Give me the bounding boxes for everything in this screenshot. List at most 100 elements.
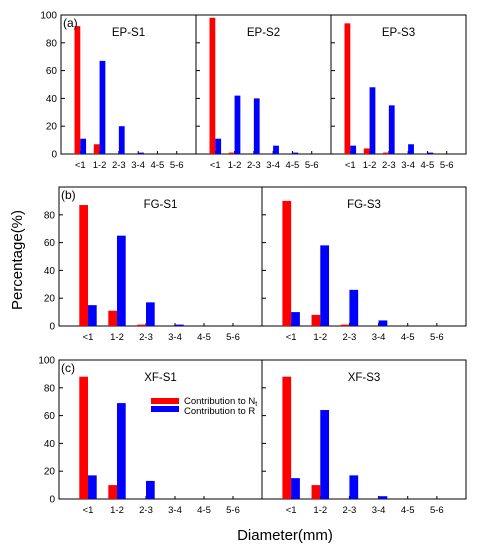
bar-nt-1-2: [108, 485, 117, 499]
row-label: (b): [61, 188, 76, 202]
x-tick-label: 1-2: [363, 160, 377, 171]
x-tick-label: 1-2: [313, 332, 327, 343]
bar-nt-1-2: [93, 144, 100, 154]
x-tick-label: 5-6: [430, 332, 444, 343]
panel-frame: [261, 186, 467, 327]
y-tick-label: 20: [44, 467, 56, 478]
panel-title: FG-S1: [144, 199, 178, 211]
x-tick-label: 3-4: [401, 160, 415, 171]
y-tick-label: 60: [44, 238, 56, 249]
bar-r-3-4: [175, 324, 184, 326]
x-tick-label: 4-5: [401, 332, 415, 343]
bar-nt-1: [79, 376, 88, 499]
panel-title: XF-S3: [348, 372, 381, 384]
y-tick-label: 20: [46, 122, 58, 133]
x-tick-label: 1-2: [93, 160, 107, 171]
x-tick-label: 1-2: [228, 160, 242, 171]
bar-r-1-2: [320, 410, 330, 499]
x-tick-label: 3-4: [266, 160, 280, 171]
legend-label-r: Contribution to R: [184, 406, 255, 417]
y-tick-label: 80: [44, 210, 56, 221]
x-tick-label: 3-4: [168, 505, 182, 516]
x-tick-label: 5-6: [170, 160, 184, 171]
bar-r-2-3: [253, 98, 260, 154]
bar-r-4-5: [292, 152, 299, 154]
y-tick-label: 40: [46, 94, 58, 105]
bar-r-1: [88, 475, 97, 499]
bar-nt-2-3: [137, 324, 146, 326]
y-tick-label: 100: [38, 356, 55, 367]
panel-title: XF-S1: [144, 372, 177, 384]
bar-nt-1: [74, 26, 81, 154]
bar-r-1: [291, 478, 300, 499]
panel-fg-s1: 0 20 40 60 80 <1 1-2 2-3 3-4 4-5 5-6 FG-S1 (b): [44, 186, 263, 343]
panel-title: FG-S3: [347, 199, 381, 211]
bar-r-2-3: [349, 475, 359, 499]
x-tick-label: 4-5: [421, 160, 435, 171]
bar-nt-1-2: [363, 148, 370, 154]
x-tick-label: 5-6: [430, 505, 444, 516]
x-tick-label: 2-3: [247, 160, 261, 171]
bar-r-1: [80, 138, 87, 154]
legend-swatch-nt: [151, 398, 179, 404]
x-tick-label: 2-3: [343, 505, 357, 516]
bar-nt-1: [209, 17, 216, 155]
y-tick-label: 60: [44, 411, 56, 422]
bar-r-3-4: [378, 496, 388, 499]
x-tick-label: 5-6: [305, 160, 319, 171]
x-tick-label: <1: [286, 505, 297, 516]
bar-nt-2-3: [340, 324, 350, 326]
legend-swatch-r: [151, 406, 179, 412]
y-tick-label: 40: [44, 439, 56, 450]
row-label: (c): [61, 361, 75, 375]
bar-r-1: [215, 138, 222, 154]
bar-nt-1-2: [108, 310, 117, 326]
x-tick-label: 4-5: [197, 505, 211, 516]
bar-nt-1: [282, 376, 292, 499]
x-tick-label: <1: [345, 160, 356, 171]
panel-xf-s1: 0 20 40 60 80 100 <1 1-2 2-3 3-4 4-5 5-6 XF-S1 (c): [38, 356, 263, 516]
x-tick-label: 3-4: [131, 160, 145, 171]
bar-nt-1: [79, 205, 88, 326]
x-tick-label: 2-3: [343, 332, 357, 343]
panel-fg-s3: <1 1-2 2-3 3-4 4-5 5-6 FG-S3: [261, 186, 467, 343]
x-tick-label: 3-4: [372, 505, 386, 516]
x-tick-label: 4-5: [197, 332, 211, 343]
x-tick-label: 2-3: [139, 332, 153, 343]
panel-title: EP-S2: [247, 27, 280, 39]
bar-r-3-4: [273, 145, 279, 154]
y-tick-label: 80: [46, 38, 58, 49]
panel-ep-s1: 0 20 40 60 80 100 <1 1-2 2-3 3-4 4-5 5-6 EP-S1 (a): [40, 11, 197, 171]
bar-nt-2-3: [383, 152, 389, 154]
x-tick-label: 2-3: [139, 505, 153, 516]
y-tick-label: 0: [51, 150, 57, 161]
panel-frame: [330, 14, 467, 155]
y-tick-label: 0: [49, 495, 55, 506]
x-tick-label: 5-6: [226, 332, 240, 343]
y-tick-label: 0: [49, 322, 55, 333]
bar-nt-1-2: [311, 485, 321, 499]
bar-r-1-2: [320, 245, 330, 326]
bar-r-2-3: [388, 105, 395, 154]
panel-ep-s2: <1 1-2 2-3 3-4 4-5 5-6 EP-S2: [195, 14, 332, 171]
x-tick-label: 1-2: [110, 332, 124, 343]
bar-r-1-2: [117, 403, 126, 499]
bar-nt-1-2: [228, 152, 235, 154]
y-tick-label: 60: [46, 66, 58, 77]
bar-r-2-3: [349, 289, 359, 326]
panel-ep-s3: <1 1-2 2-3 3-4 4-5 5-6 EP-S3: [330, 14, 467, 171]
x-tick-label: 3-4: [168, 332, 182, 343]
x-tick-label: 4-5: [401, 505, 415, 516]
bar-r-1-2: [99, 60, 106, 155]
bar-r-2-3: [146, 480, 155, 499]
y-tick-label: 100: [40, 11, 57, 22]
legend-label-nt: Contribution to Nt: [184, 396, 257, 408]
row-label: (a): [63, 16, 78, 30]
bar-r-1: [88, 305, 97, 326]
panels: 0 20 40 60 80 100 <1 1-2 2-3 3-4 4-5 5-6 EP-S1 (a) <1 1…: [38, 11, 467, 516]
x-tick-label: 1-2: [110, 505, 124, 516]
bar-r-3-4: [408, 144, 414, 154]
x-tick-label: <1: [83, 332, 94, 343]
x-tick-label: <1: [210, 160, 221, 171]
